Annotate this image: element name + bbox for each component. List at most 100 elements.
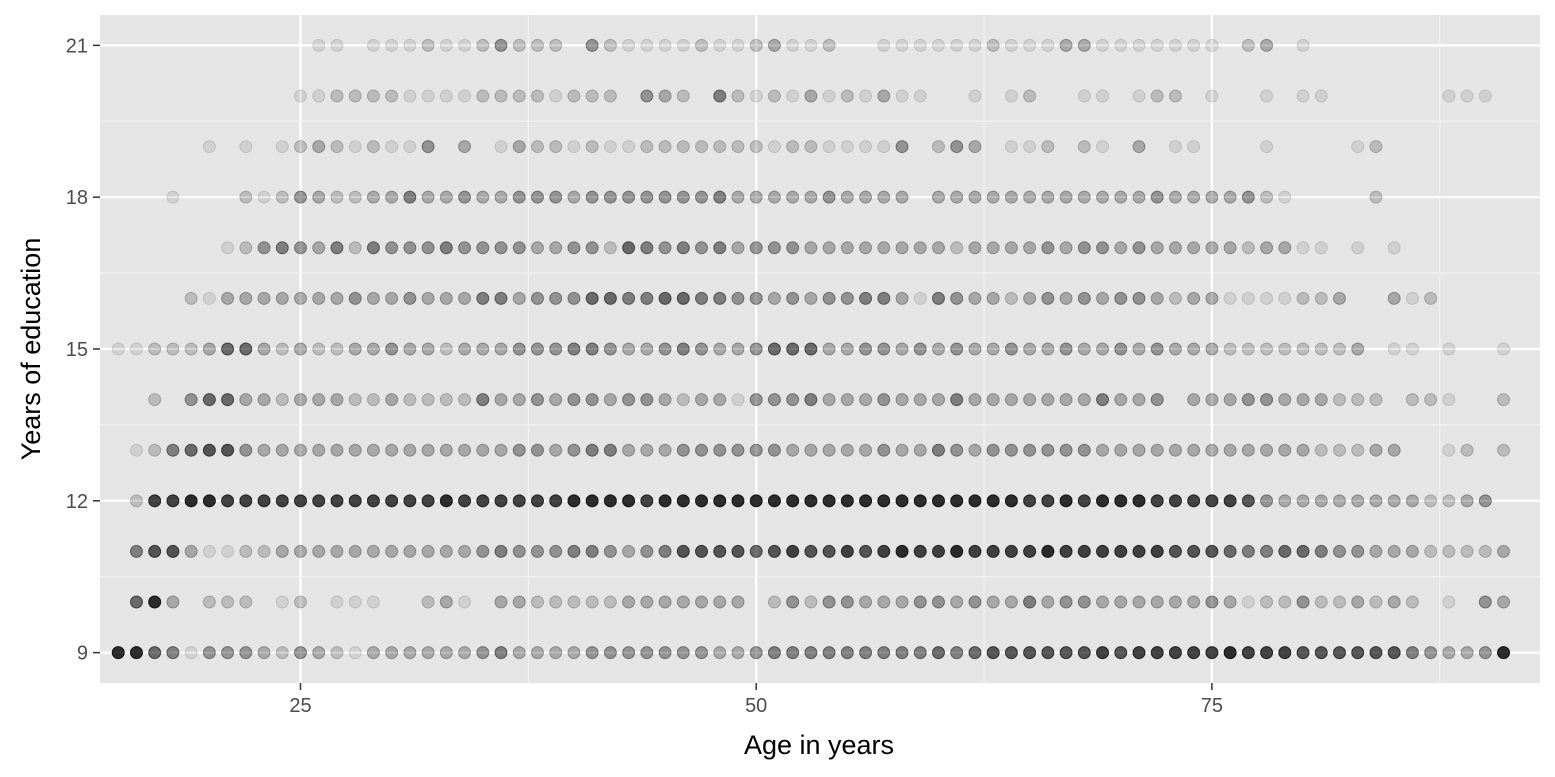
data-point bbox=[184, 544, 198, 558]
data-point bbox=[749, 646, 763, 660]
data-point bbox=[421, 443, 435, 457]
data-point bbox=[184, 443, 198, 457]
data-point bbox=[1296, 291, 1310, 305]
data-point bbox=[1223, 494, 1237, 508]
data-point bbox=[1241, 190, 1255, 204]
data-point bbox=[1041, 443, 1055, 457]
data-point bbox=[1260, 646, 1274, 660]
data-point bbox=[622, 646, 636, 660]
data-point bbox=[239, 595, 253, 609]
data-point bbox=[676, 393, 690, 407]
data-point bbox=[640, 443, 654, 457]
data-point bbox=[950, 595, 964, 609]
data-point bbox=[585, 494, 599, 508]
data-point bbox=[312, 241, 326, 255]
data-point bbox=[202, 595, 216, 609]
data-point bbox=[239, 494, 253, 508]
data-point bbox=[695, 291, 709, 305]
data-point bbox=[731, 291, 745, 305]
data-point bbox=[1023, 393, 1037, 407]
data-point bbox=[786, 595, 800, 609]
data-point bbox=[1187, 595, 1201, 609]
data-point bbox=[1278, 595, 1292, 609]
data-point bbox=[403, 494, 417, 508]
data-point bbox=[786, 443, 800, 457]
data-point bbox=[294, 595, 308, 609]
data-point bbox=[166, 646, 180, 660]
data-point bbox=[1096, 443, 1110, 457]
data-point bbox=[1369, 494, 1383, 508]
data-point bbox=[731, 595, 745, 609]
data-point bbox=[1241, 544, 1255, 558]
data-point bbox=[494, 544, 508, 558]
data-point bbox=[166, 443, 180, 457]
data-point bbox=[1497, 544, 1511, 558]
data-point bbox=[1223, 443, 1237, 457]
data-point bbox=[1205, 38, 1219, 52]
data-point bbox=[1387, 646, 1401, 660]
data-point bbox=[1023, 38, 1037, 52]
data-point bbox=[1150, 291, 1164, 305]
data-point bbox=[294, 494, 308, 508]
data-point bbox=[840, 190, 854, 204]
data-point bbox=[1004, 646, 1018, 660]
data-point bbox=[257, 342, 271, 356]
data-point bbox=[330, 342, 344, 356]
data-point bbox=[1478, 89, 1492, 103]
data-point bbox=[294, 140, 308, 154]
data-point bbox=[676, 646, 690, 660]
data-point bbox=[640, 291, 654, 305]
data-point bbox=[129, 595, 143, 609]
data-point bbox=[713, 291, 727, 305]
data-point bbox=[676, 494, 690, 508]
data-point bbox=[403, 544, 417, 558]
data-point bbox=[221, 544, 235, 558]
data-point bbox=[767, 342, 781, 356]
data-point bbox=[494, 38, 508, 52]
data-point bbox=[1077, 89, 1091, 103]
data-point bbox=[877, 595, 891, 609]
data-point bbox=[458, 291, 472, 305]
data-point bbox=[1168, 89, 1182, 103]
data-point bbox=[1187, 241, 1201, 255]
data-point bbox=[658, 595, 672, 609]
x-tick-label: 50 bbox=[745, 695, 767, 717]
data-point bbox=[494, 140, 508, 154]
data-point bbox=[585, 89, 599, 103]
data-point bbox=[494, 190, 508, 204]
data-point bbox=[1278, 291, 1292, 305]
data-point bbox=[1114, 595, 1128, 609]
data-point bbox=[585, 342, 599, 356]
data-point bbox=[549, 190, 563, 204]
data-point bbox=[840, 89, 854, 103]
data-point bbox=[1314, 89, 1328, 103]
data-point bbox=[458, 140, 472, 154]
data-point bbox=[1168, 342, 1182, 356]
data-point bbox=[1077, 393, 1091, 407]
data-point bbox=[567, 393, 581, 407]
data-point bbox=[1132, 646, 1146, 660]
data-point bbox=[895, 140, 909, 154]
data-point bbox=[202, 646, 216, 660]
data-point bbox=[1351, 646, 1365, 660]
data-point bbox=[695, 38, 709, 52]
data-point bbox=[786, 646, 800, 660]
data-point bbox=[275, 544, 289, 558]
data-point bbox=[713, 443, 727, 457]
data-point bbox=[1387, 342, 1401, 356]
data-point bbox=[494, 443, 508, 457]
data-point bbox=[549, 646, 563, 660]
data-point bbox=[403, 393, 417, 407]
data-point bbox=[275, 342, 289, 356]
data-point bbox=[166, 595, 180, 609]
data-point bbox=[1205, 646, 1219, 660]
data-point bbox=[366, 494, 380, 508]
data-point bbox=[1296, 443, 1310, 457]
data-point bbox=[1041, 646, 1055, 660]
data-point bbox=[622, 393, 636, 407]
data-point bbox=[986, 291, 1000, 305]
data-point bbox=[786, 342, 800, 356]
data-point bbox=[895, 494, 909, 508]
data-point bbox=[366, 595, 380, 609]
